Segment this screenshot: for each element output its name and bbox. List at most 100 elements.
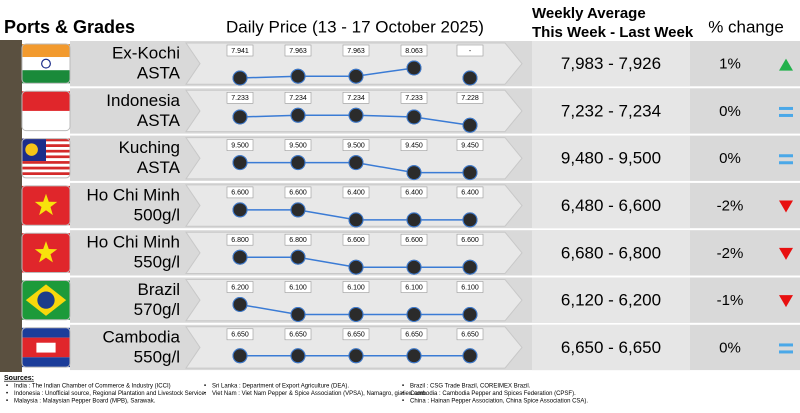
flag — [21, 138, 71, 179]
indicator-equal — [779, 343, 793, 347]
flag-frame — [21, 43, 71, 84]
flag-frame — [21, 327, 71, 368]
flag-part — [22, 57, 70, 71]
source: Malaysia : Malaysian Pepper Board (MPB),… — [14, 399, 156, 405]
pepper-dot-ring — [406, 109, 422, 125]
source: Brazil : CSG Trade Brazil, COREIMEX Braz… — [410, 384, 531, 390]
pepper-dot-ring — [232, 70, 248, 86]
pepper-dot-ring — [406, 165, 422, 181]
daily-price: 6.200 — [231, 284, 249, 291]
pepper-dot-ring — [462, 348, 478, 364]
flag-part — [22, 172, 70, 176]
price-box — [226, 139, 254, 151]
daily-price: 6.650 — [231, 332, 249, 339]
pepper-dot-ring — [462, 117, 478, 133]
percent-change: 1% — [719, 56, 741, 73]
daily-price: 7.234 — [289, 95, 307, 102]
daily-price: 6.100 — [405, 284, 423, 291]
indicator-equal — [779, 154, 793, 158]
pepper-dot-ring — [406, 259, 422, 275]
source: Indonesia : Unofficial source, Regional … — [14, 391, 207, 397]
source-bullet: • — [6, 391, 8, 397]
price-box — [400, 139, 428, 151]
daily-price: - — [469, 48, 472, 55]
price-box — [342, 281, 370, 293]
pepper-dot-ring — [290, 107, 306, 123]
percent-change: 0% — [719, 103, 741, 120]
flag-part — [37, 291, 55, 309]
weekly-bg — [532, 277, 690, 323]
pepper-dot-ring — [232, 249, 248, 265]
percent-change: 0% — [719, 150, 741, 167]
pepper-dot-ring — [348, 259, 364, 275]
flag — [21, 90, 71, 132]
chevron — [185, 42, 523, 85]
pepper-dot-ring — [348, 68, 364, 84]
weekly-average: 6,120 - 6,200 — [561, 291, 661, 310]
price-box — [226, 328, 254, 341]
pepper-dot-ring — [462, 259, 478, 275]
pepper-dot-ring — [348, 212, 364, 228]
source: Sri Lanka : Department of Export Agricul… — [212, 384, 349, 390]
daily-price: 6.800 — [231, 237, 249, 244]
indicator-up — [779, 58, 793, 71]
daily-price: 6.100 — [289, 284, 307, 291]
weekly-bg — [532, 88, 690, 134]
price-line — [239, 67, 415, 79]
weekly-bg — [532, 135, 690, 181]
daily-price: 7.963 — [289, 48, 307, 55]
grade: ASTA — [137, 63, 181, 82]
daily-price: 6.400 — [461, 190, 479, 197]
flag — [21, 327, 71, 368]
pepper-dot-ring — [348, 307, 364, 322]
price-box — [342, 186, 370, 199]
flag-frame — [21, 185, 71, 226]
flag-part — [22, 161, 70, 164]
pepper-dot-ring — [462, 212, 478, 228]
pepper-dot-ring — [290, 249, 306, 265]
pepper-dot-ring — [290, 202, 306, 218]
pepper-dot-ring — [232, 109, 248, 125]
price-box — [284, 92, 312, 104]
price-box — [400, 92, 428, 104]
price-box — [342, 92, 370, 104]
flag-frame — [21, 280, 71, 321]
price-box — [284, 139, 312, 151]
weekly-bg — [532, 324, 690, 371]
price-box — [456, 328, 484, 341]
daily-price: 9.450 — [405, 142, 423, 149]
indicator-down — [779, 247, 793, 260]
source-bullet: • — [402, 384, 404, 390]
price-box — [226, 281, 254, 293]
grade: 570g/l — [134, 300, 180, 319]
indicator-down — [779, 295, 793, 308]
price-box — [400, 328, 428, 341]
price-box — [456, 233, 484, 246]
pepper-dot-ring — [348, 155, 364, 171]
pepper-strip — [0, 40, 22, 372]
daily-price: 6.600 — [461, 237, 479, 244]
pepper-dot-ring — [462, 165, 478, 181]
source-bullet: • — [204, 384, 206, 390]
weekly-average: 6,480 - 6,600 — [561, 196, 661, 215]
flag — [21, 185, 71, 226]
daily-price: 6.600 — [347, 237, 365, 244]
chevron — [185, 231, 523, 274]
price-box — [456, 281, 484, 293]
daily-price: 7.233 — [405, 95, 423, 102]
flag-part — [34, 193, 58, 216]
grade: 550g/l — [134, 347, 180, 366]
daily-price: 9.500 — [289, 142, 307, 149]
grade: 500g/l — [134, 205, 180, 224]
pepper-dot-ring — [406, 212, 422, 228]
flag — [21, 43, 71, 84]
flag-part — [41, 58, 51, 69]
price-box — [342, 233, 370, 246]
price-box — [226, 92, 254, 104]
price-box — [342, 328, 370, 341]
daily-price: 6.100 — [347, 284, 365, 291]
flag-part — [22, 70, 70, 84]
daily-price: 6.600 — [405, 237, 423, 244]
source: India : The Indian Chamber of Commerce &… — [14, 384, 171, 390]
percent-change: -1% — [717, 292, 744, 309]
